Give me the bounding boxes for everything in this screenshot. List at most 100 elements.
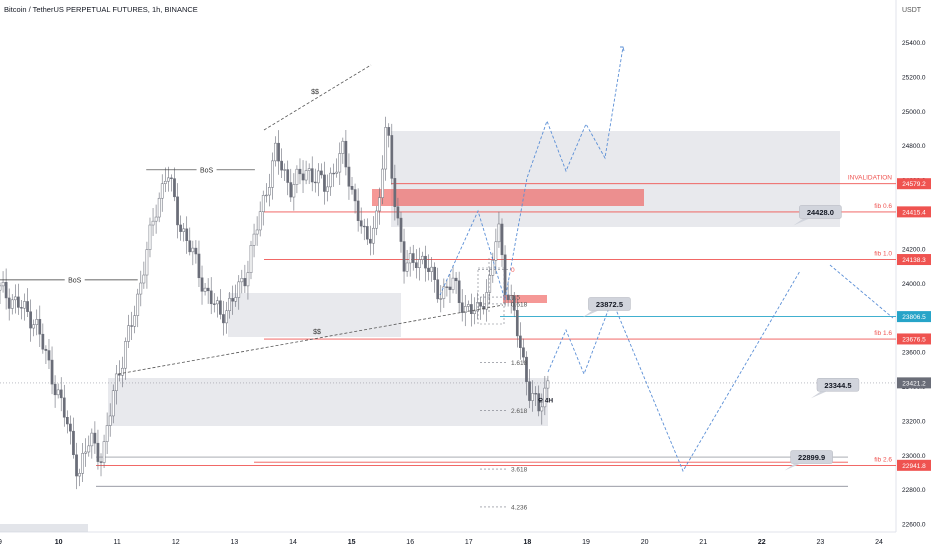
arrow-head xyxy=(620,46,625,52)
liquidity-label: $$ xyxy=(311,89,319,96)
price-badge xyxy=(897,377,931,389)
callout-text: 22899.9 xyxy=(798,453,825,462)
candle-body xyxy=(87,445,91,453)
candle-body xyxy=(393,178,397,207)
time-axis[interactable]: 9 10 11 12 13 14 15 16 17 18 19 20 21 22 23 24 xyxy=(0,539,883,546)
candle-body xyxy=(341,140,345,154)
candle-body xyxy=(197,253,201,279)
callout-box xyxy=(588,297,631,311)
callout-box xyxy=(790,450,833,464)
candle-body xyxy=(4,281,8,299)
candle-body xyxy=(347,166,351,187)
price-badges: INVALIDATION 24579.2 fib 0.6 24415.4 fib 1.0… xyxy=(848,175,931,471)
candle-body xyxy=(81,453,84,474)
candle-body xyxy=(515,310,519,337)
candle-body xyxy=(246,272,250,287)
level-label: fib 1.0 xyxy=(874,251,892,258)
fib-level-label: 0.618 xyxy=(511,301,528,308)
candle-body xyxy=(442,286,446,299)
candle-body xyxy=(320,170,323,176)
x-tick-label: 21 xyxy=(699,539,707,546)
candle-body xyxy=(176,196,179,226)
x-tick-label: 20 xyxy=(641,539,649,546)
x-tick-label: 9 xyxy=(0,539,2,546)
candle-body xyxy=(20,307,23,309)
candle-body xyxy=(139,282,143,295)
candle-body xyxy=(75,454,78,477)
candle-body xyxy=(124,341,127,369)
candle-body xyxy=(396,206,400,219)
candle-body xyxy=(356,200,360,221)
x-tick-label: 13 xyxy=(231,539,239,546)
candle-body xyxy=(105,425,109,442)
candle-body xyxy=(17,296,20,308)
candle-body xyxy=(136,293,140,316)
price-badge xyxy=(897,254,931,266)
candle-body xyxy=(194,247,198,255)
candle-body xyxy=(234,297,238,302)
candle-body xyxy=(240,278,244,283)
candle-body xyxy=(228,298,231,312)
candle-body xyxy=(362,225,366,228)
y-tick-label: 25200.0 xyxy=(902,74,926,81)
candle-body xyxy=(323,174,326,192)
candle-body xyxy=(485,292,489,310)
callout-tail xyxy=(793,218,810,226)
candle-body xyxy=(313,181,317,184)
candle-body xyxy=(463,306,467,313)
candle-body xyxy=(182,228,186,232)
candle-body xyxy=(206,287,210,292)
candle-body xyxy=(237,281,241,298)
candle-body xyxy=(243,278,247,287)
candle-body xyxy=(179,224,182,232)
label-bg xyxy=(64,274,85,285)
candle-body xyxy=(375,210,378,229)
projection-path-small xyxy=(439,209,506,301)
candle-body xyxy=(185,228,189,241)
candle-body xyxy=(497,223,501,243)
candle-body xyxy=(231,298,234,302)
candle-body xyxy=(62,397,66,418)
candle-body xyxy=(127,325,130,342)
candle-body xyxy=(381,168,384,198)
candle-body xyxy=(531,393,534,401)
candle-body xyxy=(133,315,137,327)
candle-body xyxy=(274,142,277,162)
candle-body xyxy=(350,186,354,190)
candle-body xyxy=(476,302,479,312)
candle-body xyxy=(451,277,455,290)
candle-body xyxy=(13,296,17,301)
price-badge-label: 24415.4 xyxy=(902,209,926,216)
candle-body xyxy=(473,310,476,314)
candle-body xyxy=(277,142,280,162)
price-badge xyxy=(897,178,931,190)
fib-box xyxy=(477,267,505,325)
candle-body xyxy=(537,393,541,412)
candle-body xyxy=(494,241,498,261)
candle-body xyxy=(387,127,391,136)
candle-body xyxy=(255,229,259,235)
candle-body xyxy=(402,241,406,272)
callout-text: 23872.5 xyxy=(596,300,623,309)
y-tick-label: 23200.0 xyxy=(902,418,926,425)
candle-body xyxy=(108,415,112,426)
callout-tail xyxy=(582,310,599,318)
candle-body xyxy=(335,171,339,174)
candle-body xyxy=(170,177,173,179)
level-label: fib 2.6 xyxy=(874,456,892,463)
x-tick-label: 23 xyxy=(817,539,825,546)
candle-body xyxy=(219,300,222,315)
price-axis[interactable]: 22600.022800.023000.023200.023400.023600… xyxy=(902,40,926,529)
candle-body xyxy=(1,281,5,287)
candle-body xyxy=(292,184,296,198)
candle-body xyxy=(65,416,69,425)
y-tick-label: 25000.0 xyxy=(902,109,926,116)
demand-zone-mid xyxy=(228,293,401,337)
candle-body xyxy=(418,259,421,268)
candle-body xyxy=(72,430,75,456)
candle-body xyxy=(427,267,430,272)
candle-body xyxy=(384,127,388,170)
candle-body xyxy=(399,217,403,242)
fib-labels: 0 0.50.618 1.618 2.618 3.618 4.236 xyxy=(478,267,528,511)
